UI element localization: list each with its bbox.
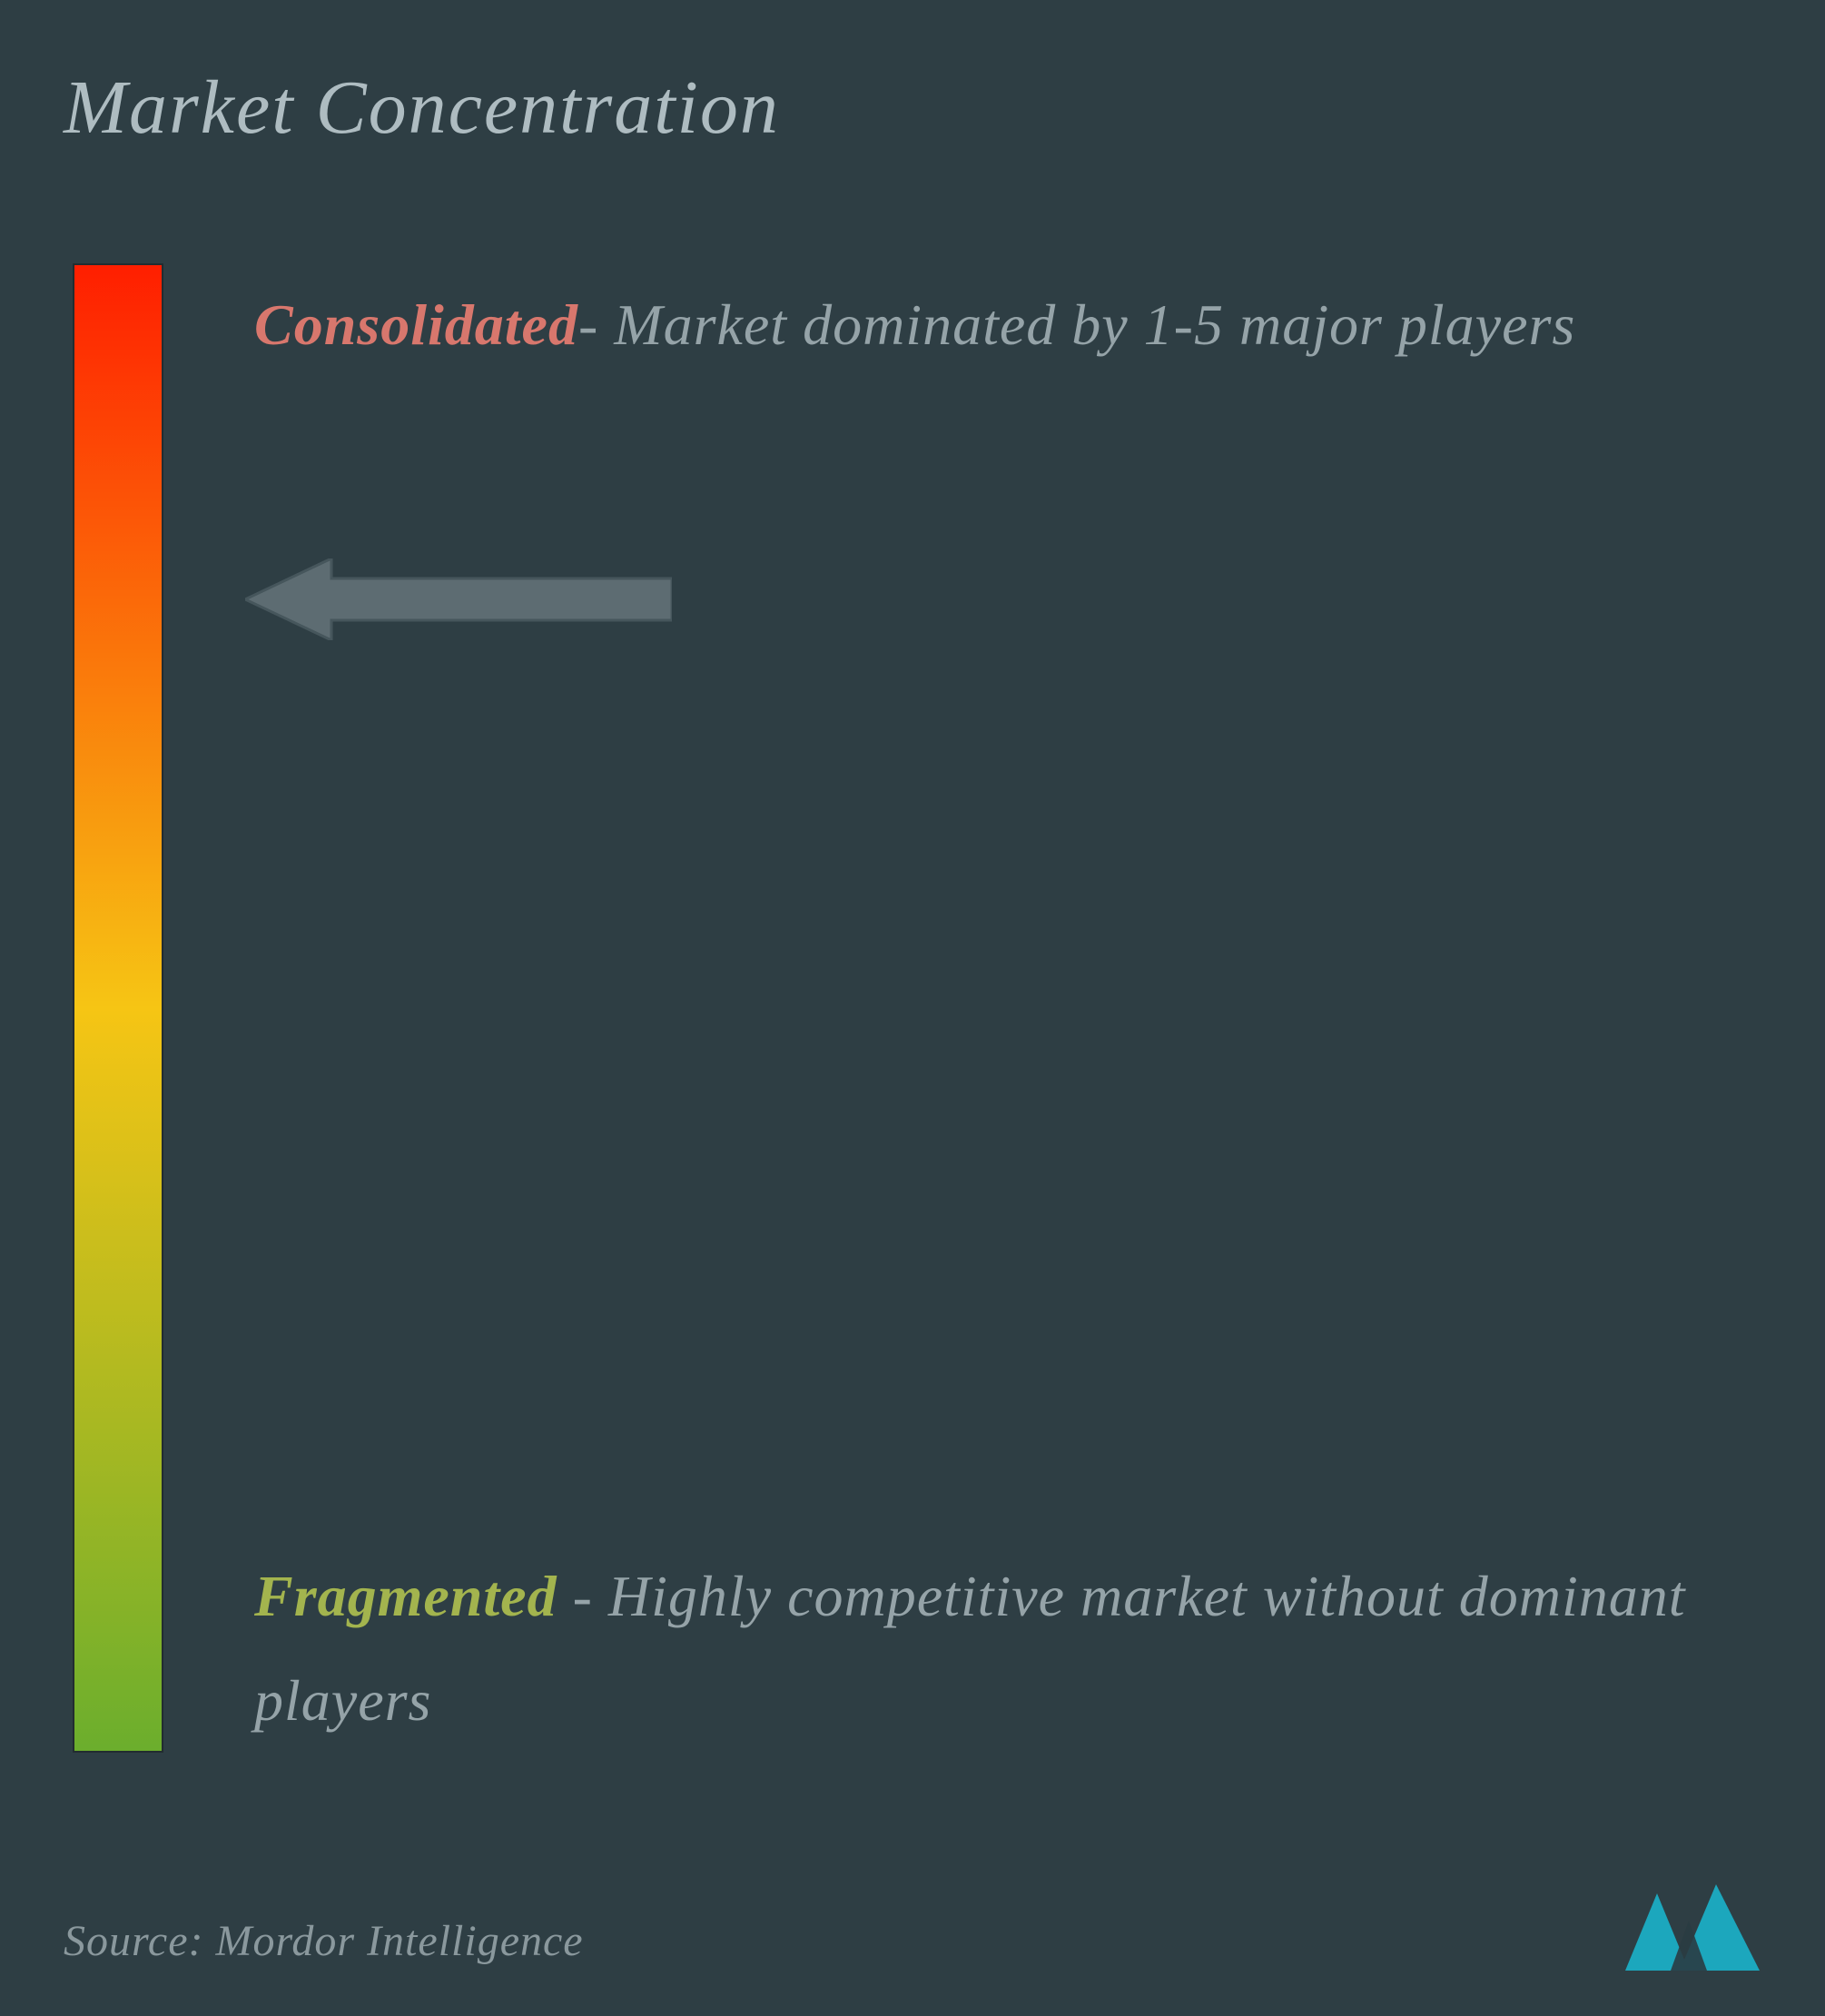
chart-title: Market Concentration: [64, 64, 780, 152]
source-name: Mordor Intelligence: [216, 1917, 584, 1965]
concentration-gradient-bar: [73, 263, 163, 1753]
consolidated-text: Consolidated- Market dominated by 1-5 ma…: [254, 272, 1771, 377]
consolidated-desc: - Market dominated by 1-5 major players: [578, 292, 1575, 357]
source-prefix: Source:: [64, 1917, 216, 1965]
consolidated-label: Consolidated: [254, 292, 578, 357]
mordor-intelligence-logo-icon: [1616, 1880, 1771, 1980]
position-indicator-arrow: [245, 558, 672, 640]
source-citation: Source: Mordor Intelligence: [64, 1916, 584, 1966]
fragmented-label: Fragmented: [254, 1564, 557, 1628]
fragmented-text: Fragmented - Highly competitive market w…: [254, 1544, 1771, 1753]
